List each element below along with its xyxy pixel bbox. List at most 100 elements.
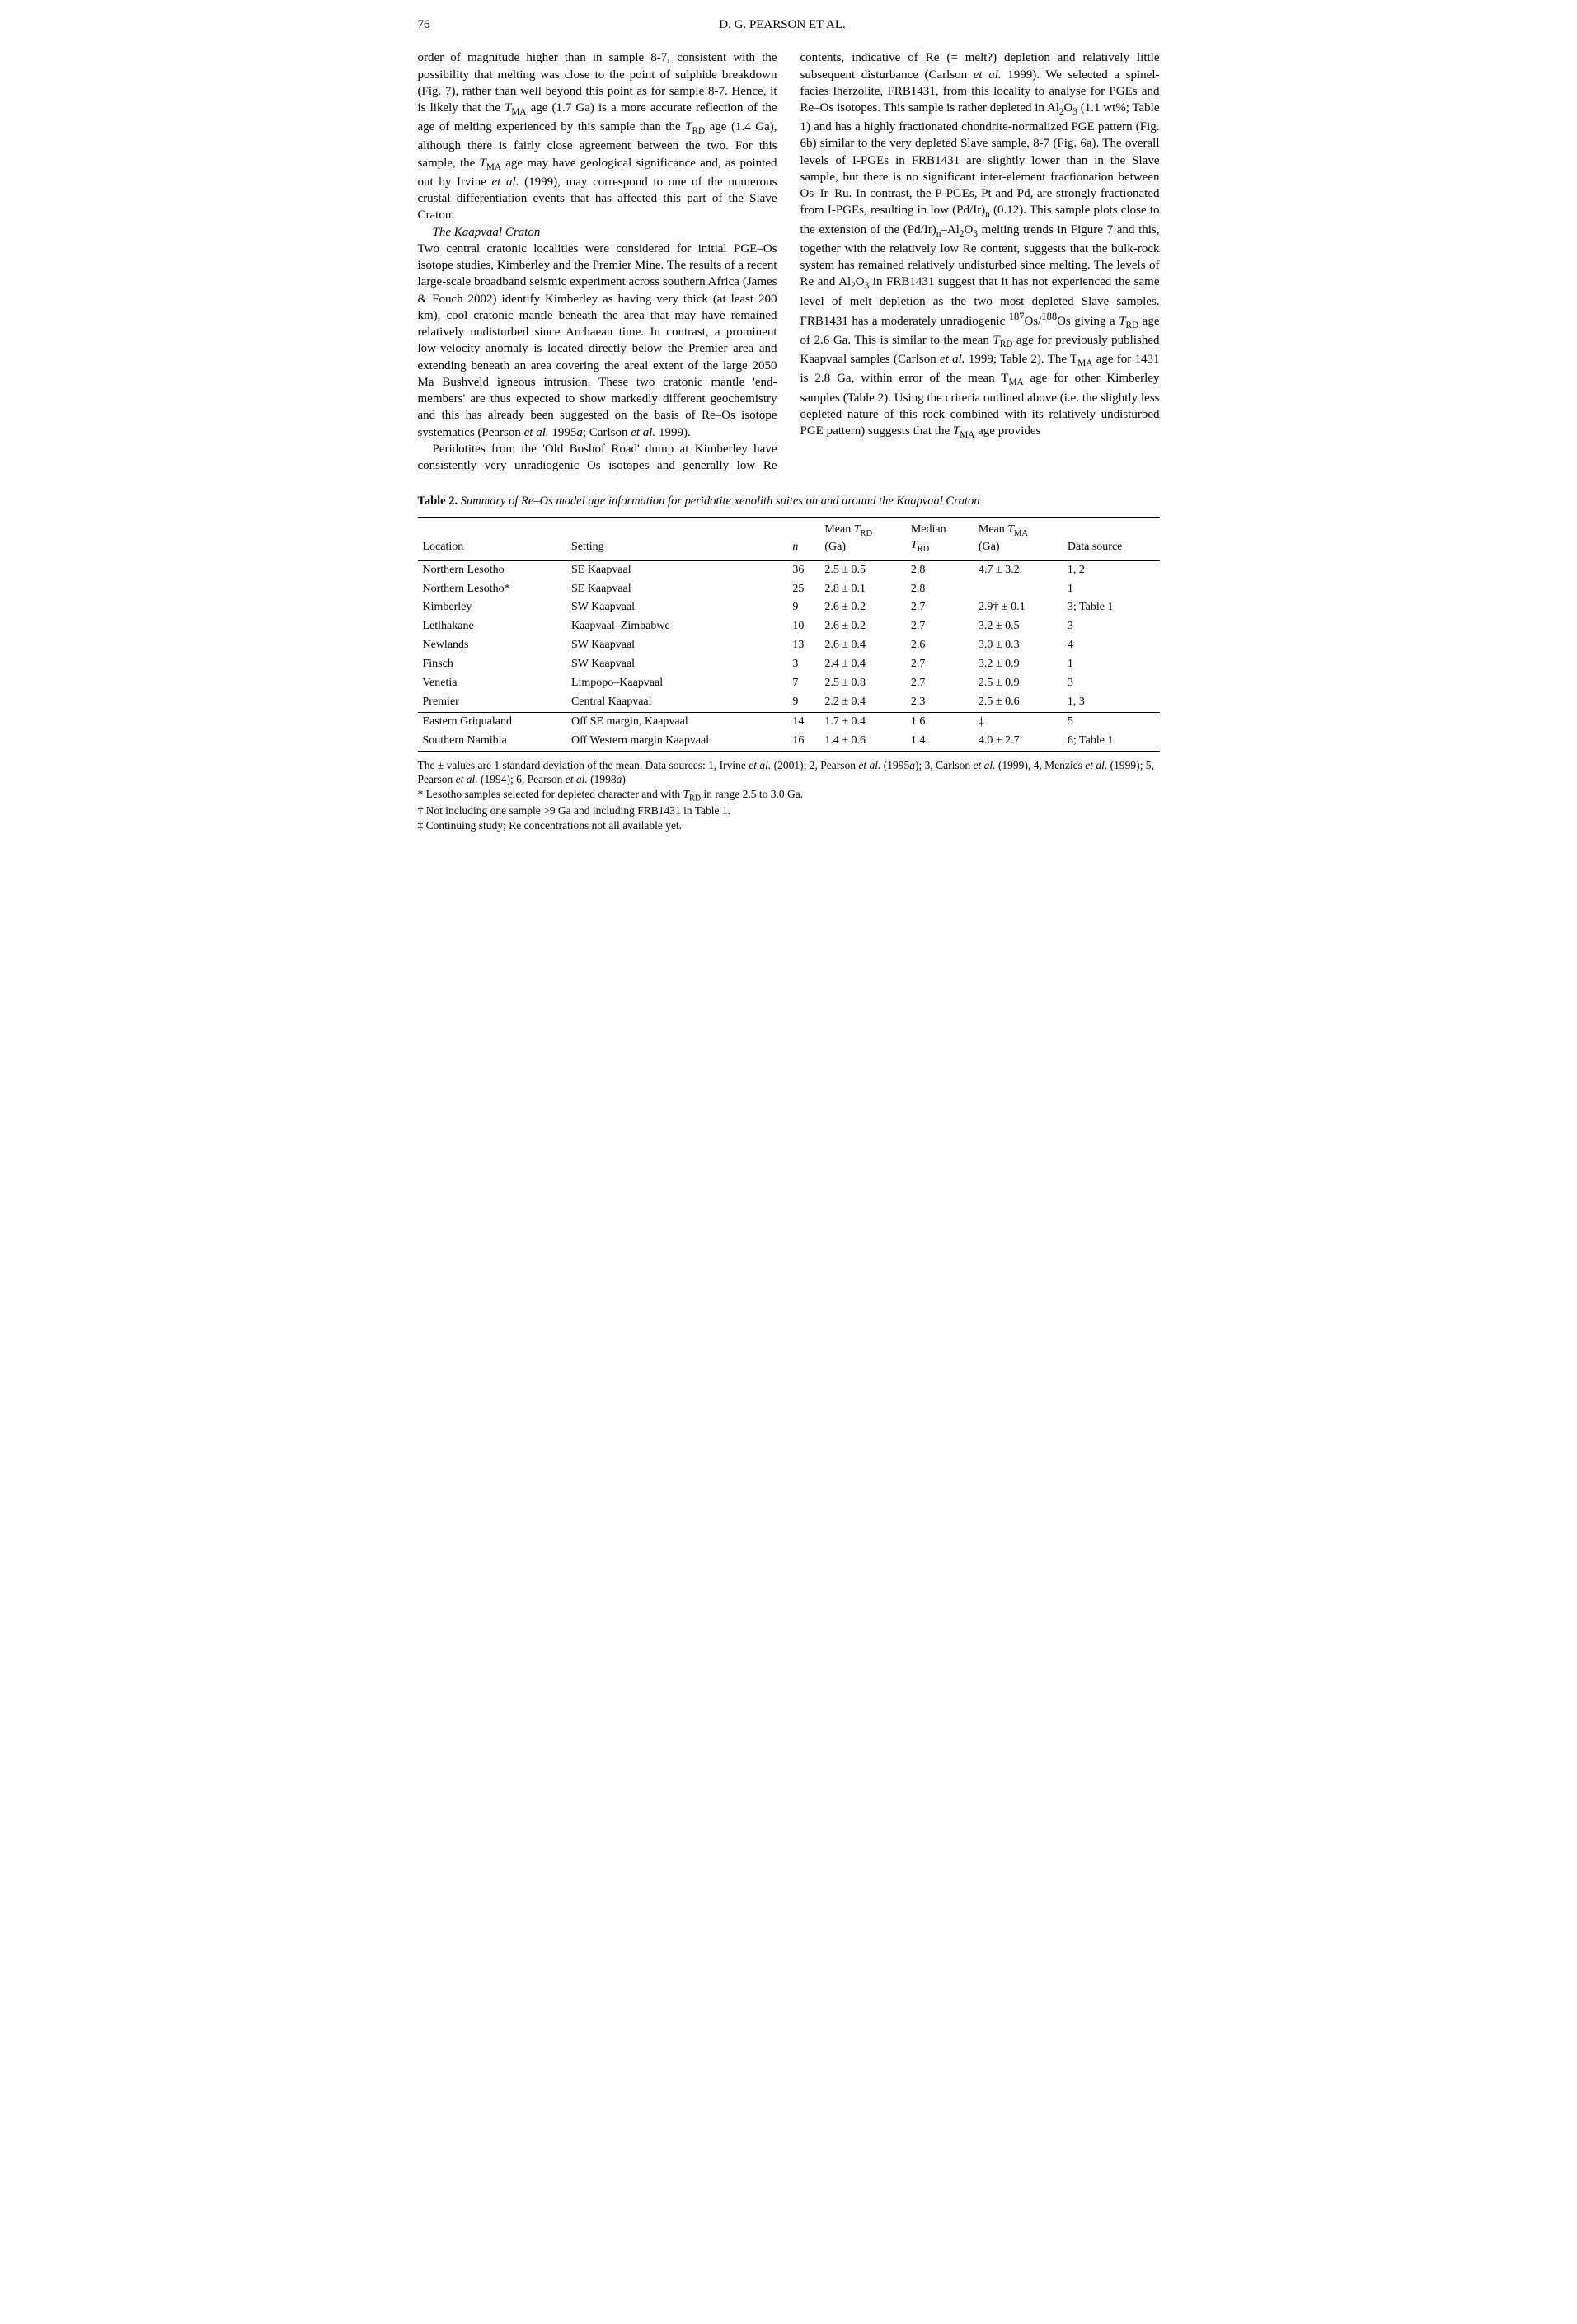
table-label: Table 2. <box>418 494 458 508</box>
footnote: ‡ Continuing study; Re concentrations no… <box>418 818 1160 833</box>
col-location: Location <box>418 517 566 560</box>
table-cell: 1 <box>1063 655 1160 674</box>
col-n: n <box>787 517 819 560</box>
col-data-source: Data source <box>1063 517 1160 560</box>
table-cell: SE Kaapvaal <box>566 580 787 599</box>
table-cell: SW Kaapvaal <box>566 655 787 674</box>
table-cell: 7 <box>787 674 819 693</box>
table-cell: ‡ <box>974 712 1063 731</box>
table-cell: Northern Lesotho <box>418 560 566 579</box>
table-cell: 2.7 <box>906 598 974 617</box>
footnote: * Lesotho samples selected for depleted … <box>418 787 1160 804</box>
table-cell: 3 <box>1063 617 1160 636</box>
table-cell: 3 <box>1063 674 1160 693</box>
table-cell: 13 <box>787 636 819 655</box>
table-cell: 2.6 ± 0.2 <box>819 598 906 617</box>
table-cell: 2.8 <box>906 580 974 599</box>
table-title: Summary of Re–Os model age information f… <box>461 494 980 508</box>
table-row: VenetiaLimpopo–Kaapvaal72.5 ± 0.82.72.5 … <box>418 674 1160 693</box>
table-cell: 2.7 <box>906 674 974 693</box>
col-median-trd: MedianTRD <box>906 517 974 560</box>
table-cell: 3.0 ± 0.3 <box>974 636 1063 655</box>
section-heading: The Kaapvaal Craton <box>418 224 777 241</box>
table-cell: Letlhakane <box>418 617 566 636</box>
table-cell: 2.5 ± 0.8 <box>819 674 906 693</box>
table-cell: 10 <box>787 617 819 636</box>
table-cell: 2.6 ± 0.2 <box>819 617 906 636</box>
table-cell: 2.7 <box>906 617 974 636</box>
table-cell: Newlands <box>418 636 566 655</box>
table-cell: Venetia <box>418 674 566 693</box>
body-text: order of magnitude higher than in sample… <box>418 49 1160 474</box>
table-cell: 1 <box>1063 580 1160 599</box>
table-cell: Finsch <box>418 655 566 674</box>
table-cell: 9 <box>787 693 819 712</box>
table-caption: Table 2. Summary of Re–Os model age info… <box>418 494 1160 510</box>
table-cell: Premier <box>418 693 566 712</box>
table-header-row: Location Setting n Mean TRD(Ga) MedianTR… <box>418 517 1160 560</box>
table-row: Northern Lesotho*SE Kaapvaal252.8 ± 0.12… <box>418 580 1160 599</box>
table-cell: 2.2 ± 0.4 <box>819 693 906 712</box>
table-row: LetlhakaneKaapvaal–Zimbabwe102.6 ± 0.22.… <box>418 617 1160 636</box>
col-mean-tma: Mean TMA(Ga) <box>974 517 1063 560</box>
table-cell: 3.2 ± 0.5 <box>974 617 1063 636</box>
table-row: NewlandsSW Kaapvaal132.6 ± 0.42.63.0 ± 0… <box>418 636 1160 655</box>
table-cell: 14 <box>787 712 819 731</box>
table-cell: 2.7 <box>906 655 974 674</box>
table-cell: 3.2 ± 0.9 <box>974 655 1063 674</box>
table-cell: SE Kaapvaal <box>566 560 787 579</box>
table-cell: 3; Table 1 <box>1063 598 1160 617</box>
table-cell: 36 <box>787 560 819 579</box>
running-head: D. G. PEARSON ET AL. <box>430 16 1135 33</box>
col-setting: Setting <box>566 517 787 560</box>
table-cell: SW Kaapvaal <box>566 636 787 655</box>
table-cell: 2.8 ± 0.1 <box>819 580 906 599</box>
table-cell: 2.8 <box>906 560 974 579</box>
table-cell: 4.7 ± 3.2 <box>974 560 1063 579</box>
table-row: FinschSW Kaapvaal32.4 ± 0.42.73.2 ± 0.91 <box>418 655 1160 674</box>
table-cell: 16 <box>787 732 819 751</box>
table-cell: 25 <box>787 580 819 599</box>
table-cell <box>974 580 1063 599</box>
table-cell: Central Kaapvaal <box>566 693 787 712</box>
footnote: † Not including one sample >9 Ga and inc… <box>418 804 1160 818</box>
table-cell: Southern Namibia <box>418 732 566 751</box>
table-cell: 4 <box>1063 636 1160 655</box>
page-number: 76 <box>418 16 430 33</box>
table-cell: Kaapvaal–Zimbabwe <box>566 617 787 636</box>
table-row: Northern LesothoSE Kaapvaal362.5 ± 0.52.… <box>418 560 1160 579</box>
table-cell: 1.4 <box>906 732 974 751</box>
table-cell: 2.5 ± 0.9 <box>974 674 1063 693</box>
table-cell: 2.6 <box>906 636 974 655</box>
table-cell: 3 <box>787 655 819 674</box>
footnote: The ± values are 1 standard deviation of… <box>418 758 1160 787</box>
table-cell: 1.7 ± 0.4 <box>819 712 906 731</box>
page-header: 76 D. G. PEARSON ET AL. <box>418 16 1160 33</box>
table-row: Southern NamibiaOff Western margin Kaapv… <box>418 732 1160 751</box>
paragraph: order of magnitude higher than in sample… <box>418 49 777 223</box>
table-row: Eastern GriqualandOff SE margin, Kaapvaa… <box>418 712 1160 731</box>
table-cell: Off Western margin Kaapvaal <box>566 732 787 751</box>
table-row: KimberleySW Kaapvaal92.6 ± 0.22.72.9† ± … <box>418 598 1160 617</box>
table-cell: 2.9† ± 0.1 <box>974 598 1063 617</box>
table-cell: 1, 2 <box>1063 560 1160 579</box>
table-footnotes: The ± values are 1 standard deviation of… <box>418 758 1160 833</box>
table-cell: Limpopo–Kaapvaal <box>566 674 787 693</box>
table-cell: 2.5 ± 0.6 <box>974 693 1063 712</box>
table-cell: 1.6 <box>906 712 974 731</box>
table-cell: 5 <box>1063 712 1160 731</box>
table-cell: SW Kaapvaal <box>566 598 787 617</box>
data-table: Location Setting n Mean TRD(Ga) MedianTR… <box>418 517 1160 752</box>
table-cell: Northern Lesotho* <box>418 580 566 599</box>
table-cell: 2.3 <box>906 693 974 712</box>
table-cell: 2.4 ± 0.4 <box>819 655 906 674</box>
table-row: PremierCentral Kaapvaal92.2 ± 0.42.32.5 … <box>418 693 1160 712</box>
table-cell: 1, 3 <box>1063 693 1160 712</box>
table-cell: 1.4 ± 0.6 <box>819 732 906 751</box>
paragraph: Two central cratonic localities were con… <box>418 241 777 441</box>
table-cell: 6; Table 1 <box>1063 732 1160 751</box>
table-cell: 9 <box>787 598 819 617</box>
table-cell: 2.6 ± 0.4 <box>819 636 906 655</box>
table-cell: Off SE margin, Kaapvaal <box>566 712 787 731</box>
col-mean-trd: Mean TRD(Ga) <box>819 517 906 560</box>
